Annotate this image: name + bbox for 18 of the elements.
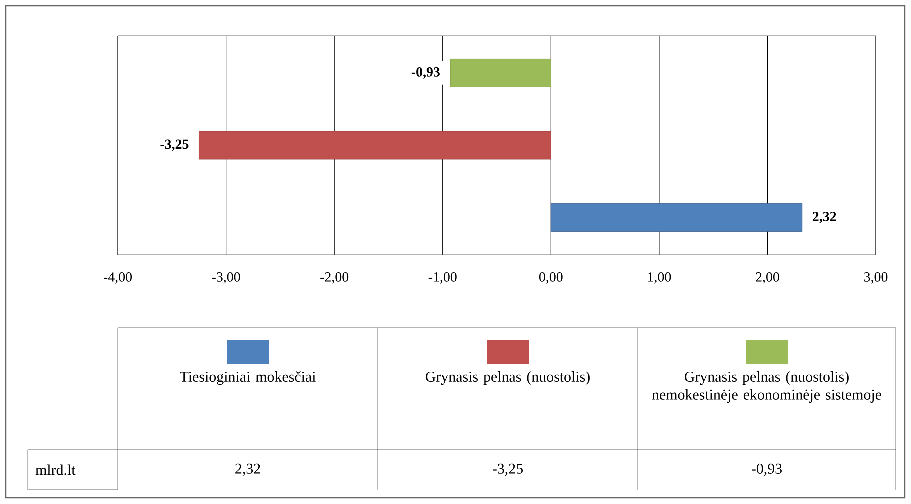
data-label: -0,93 bbox=[412, 67, 440, 79]
x-tick-label: -2,00 bbox=[320, 272, 349, 284]
x-tick-label: -1,00 bbox=[428, 272, 457, 284]
x-tick-label: 2,00 bbox=[756, 272, 780, 284]
text: -0,93 bbox=[752, 464, 782, 476]
x-tick-label: 3,00 bbox=[864, 272, 888, 284]
text: mlrd.lt bbox=[36, 464, 76, 476]
legend-label: Grynasis pelnas (nuostolis) bbox=[426, 372, 590, 386]
data-label: -3,25 bbox=[160, 140, 189, 152]
legend-label: Tiesioginiai mokesčiai bbox=[180, 372, 316, 386]
data-label: 2,32 bbox=[812, 212, 836, 224]
legend-label: Grynasis pelnas (nuostolis) nemokestinėje ekonominėje sistemoje bbox=[652, 372, 882, 403]
x-tick-label: -3,00 bbox=[212, 272, 240, 284]
x-tick-label: 0,00 bbox=[539, 272, 563, 284]
x-tick-label: -4,00 bbox=[104, 272, 132, 284]
text: 2,32 bbox=[236, 464, 260, 476]
x-tick-label: 1,00 bbox=[648, 272, 672, 284]
text: -3,25 bbox=[492, 464, 523, 476]
